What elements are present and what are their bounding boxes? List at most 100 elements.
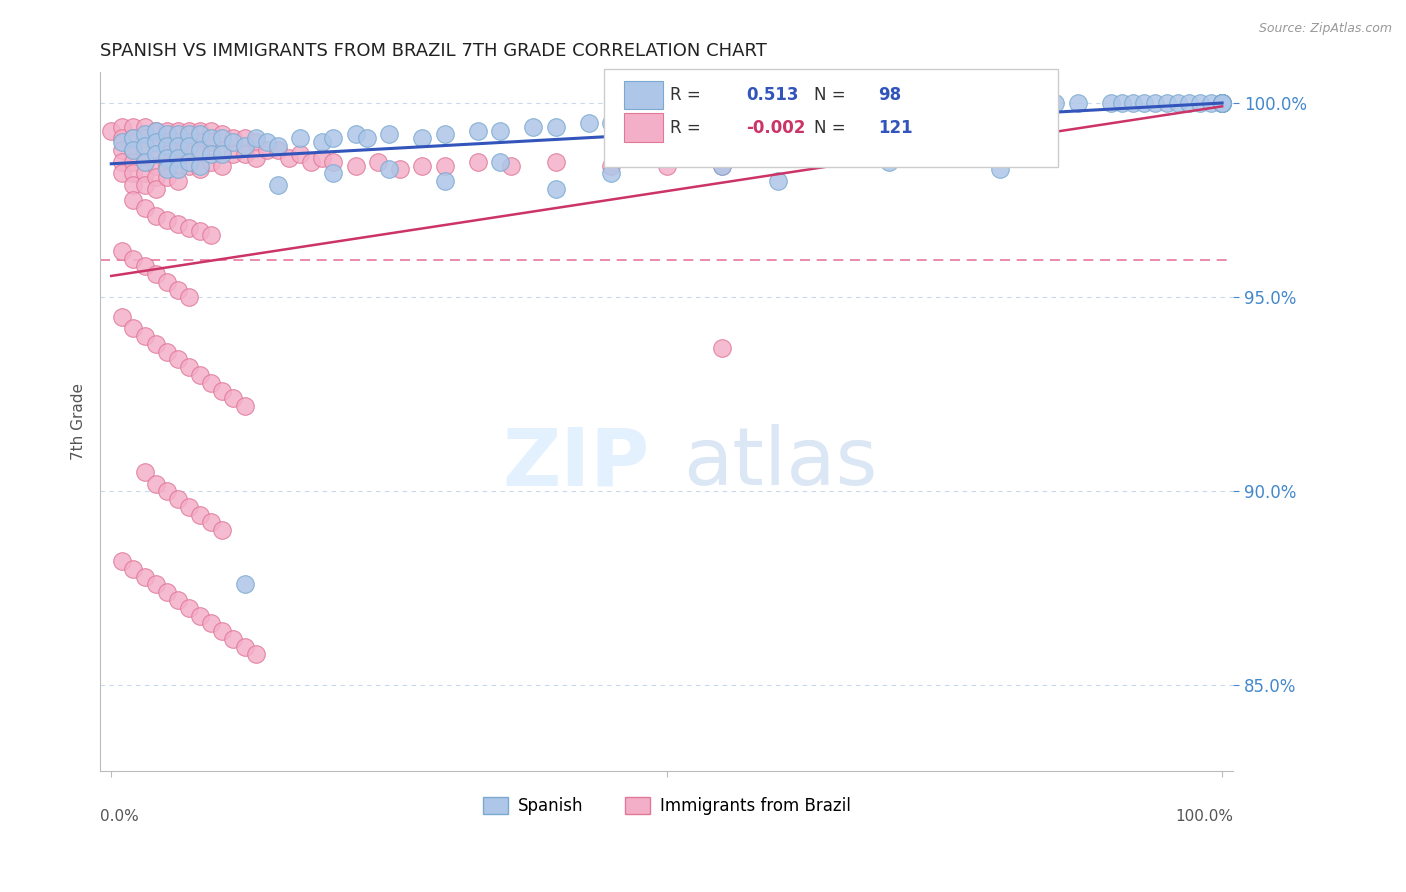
Point — [134, 201, 156, 215]
Point — [222, 147, 245, 161]
Point — [122, 154, 145, 169]
Point — [156, 275, 179, 289]
Point — [167, 593, 190, 607]
Point — [111, 166, 134, 180]
Point — [111, 554, 134, 568]
Point — [111, 310, 134, 324]
Point — [267, 139, 290, 153]
Point — [222, 392, 245, 406]
Text: 0.513: 0.513 — [747, 87, 799, 104]
Point — [1211, 96, 1233, 111]
Text: 98: 98 — [879, 87, 901, 104]
Point — [167, 151, 190, 165]
Point — [177, 139, 200, 153]
Point — [177, 600, 200, 615]
Point — [200, 135, 222, 149]
Point — [311, 135, 333, 149]
Point — [134, 143, 156, 157]
Text: SPANISH VS IMMIGRANTS FROM BRAZIL 7TH GRADE CORRELATION CHART: SPANISH VS IMMIGRANTS FROM BRAZIL 7TH GR… — [100, 42, 768, 60]
Point — [544, 154, 567, 169]
Point — [200, 228, 222, 243]
Text: R =: R = — [671, 87, 706, 104]
Point — [655, 112, 678, 126]
Point — [1067, 96, 1090, 111]
Point — [145, 135, 167, 149]
Point — [177, 128, 200, 142]
Point — [122, 120, 145, 134]
Point — [122, 166, 145, 180]
Point — [177, 500, 200, 514]
Point — [233, 139, 256, 153]
Point — [322, 131, 344, 145]
Point — [145, 209, 167, 223]
Point — [145, 147, 167, 161]
Point — [156, 484, 179, 499]
Point — [167, 283, 190, 297]
Point — [167, 147, 190, 161]
Point — [111, 131, 134, 145]
Point — [145, 135, 167, 149]
Point — [211, 624, 233, 638]
Legend: Spanish, Immigrants from Brazil: Spanish, Immigrants from Brazil — [477, 790, 858, 822]
Point — [134, 154, 156, 169]
Text: N =: N = — [814, 87, 851, 104]
Point — [134, 131, 156, 145]
Point — [134, 329, 156, 343]
Point — [322, 154, 344, 169]
Point — [233, 399, 256, 413]
Point — [134, 166, 156, 180]
Point — [600, 166, 623, 180]
Point — [544, 120, 567, 134]
Point — [122, 194, 145, 208]
Point — [733, 104, 755, 119]
Point — [188, 608, 211, 623]
Point — [245, 648, 267, 662]
Point — [411, 131, 433, 145]
Point — [134, 128, 156, 142]
Point — [844, 96, 866, 111]
Text: -0.002: -0.002 — [747, 120, 806, 137]
Point — [934, 96, 956, 111]
Point — [1144, 96, 1167, 111]
Point — [122, 178, 145, 192]
Point — [378, 162, 401, 177]
Point — [233, 577, 256, 591]
Point — [200, 616, 222, 631]
Point — [877, 96, 900, 111]
Point — [256, 143, 278, 157]
Point — [222, 131, 245, 145]
Point — [344, 159, 367, 173]
Point — [1211, 96, 1233, 111]
Point — [211, 147, 233, 161]
Point — [367, 154, 389, 169]
Point — [145, 182, 167, 196]
Point — [167, 174, 190, 188]
Point — [233, 640, 256, 654]
Point — [200, 154, 222, 169]
Point — [156, 147, 179, 161]
Point — [188, 128, 211, 142]
Point — [988, 96, 1011, 111]
Point — [211, 159, 233, 173]
Point — [1111, 96, 1133, 111]
Point — [177, 220, 200, 235]
Point — [1122, 96, 1144, 111]
Point — [1211, 96, 1233, 111]
Point — [167, 123, 190, 137]
Point — [177, 360, 200, 375]
Point — [156, 139, 179, 153]
Point — [233, 131, 256, 145]
Point — [145, 267, 167, 281]
Point — [111, 244, 134, 258]
Point — [711, 159, 734, 173]
Point — [1045, 96, 1067, 111]
Point — [621, 112, 644, 126]
Text: N =: N = — [814, 120, 851, 137]
Point — [111, 120, 134, 134]
Point — [522, 120, 544, 134]
Point — [100, 123, 122, 137]
Point — [1211, 96, 1233, 111]
Point — [1211, 96, 1233, 111]
Point — [177, 159, 200, 173]
Point — [156, 123, 179, 137]
